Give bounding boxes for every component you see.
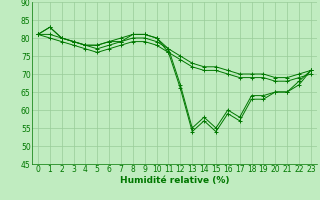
X-axis label: Humidité relative (%): Humidité relative (%) [120, 176, 229, 185]
